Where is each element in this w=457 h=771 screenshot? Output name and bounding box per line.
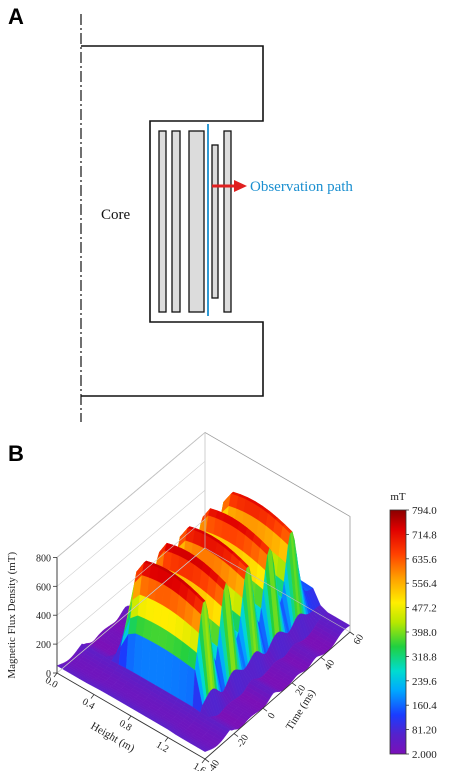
- z-tick-label: 600: [36, 582, 51, 593]
- z-gridline: [56, 432, 206, 558]
- x-tick: [53, 672, 58, 678]
- core-outline: [81, 45, 264, 397]
- x-tick: [164, 737, 169, 742]
- surface-patch: [197, 746, 208, 752]
- z-tick-label: 400: [36, 611, 51, 622]
- colorbar-tick-label: 160.4: [412, 700, 437, 712]
- y-tick-label: 20: [294, 683, 309, 697]
- z-gridline: [56, 489, 206, 616]
- z-gridline: [56, 461, 206, 587]
- colorbar-tick-label: 714.8: [412, 529, 437, 541]
- y-tick-label: 60: [352, 633, 367, 647]
- y-tick: [349, 631, 355, 636]
- y-tick-label: -20: [235, 733, 251, 750]
- x-tick-label: 0.8: [117, 718, 133, 734]
- y-tick: [233, 733, 239, 737]
- winding-4: [211, 144, 219, 299]
- y-tick: [320, 657, 326, 661]
- colorbar-tick-label: 635.6: [412, 554, 437, 566]
- y-tick: [204, 758, 210, 763]
- observation-arrow-head: [234, 180, 247, 192]
- z-tick-label: 800: [36, 553, 51, 564]
- surface-plot: [56, 491, 351, 752]
- z-axis-title: Magnetic Flux Density (mT): [6, 551, 18, 678]
- z-tick-label: 200: [36, 640, 51, 651]
- colorbar-tick-label: 794.0: [412, 505, 437, 517]
- z-gridline: [56, 547, 206, 674]
- x-tick: [201, 758, 206, 764]
- y-tick: [262, 707, 268, 712]
- winding-1: [158, 130, 167, 313]
- winding-3: [188, 130, 205, 313]
- z-tick-label: 0: [46, 669, 51, 680]
- y-tick-label: 0: [266, 711, 278, 721]
- x-tick-label: 1.2: [154, 739, 170, 755]
- colorbar-tick-label: 556.4: [412, 578, 437, 590]
- core-label: Core: [101, 207, 131, 223]
- colorbar-tick-label: 477.2: [412, 603, 437, 615]
- colorbar-tick-label: 81.20: [412, 725, 437, 737]
- x-tick-label: 0.0: [43, 675, 59, 691]
- y-tick-label: -40: [206, 758, 222, 771]
- x-tick-label: 0.4: [80, 696, 96, 712]
- x-tick: [127, 715, 132, 721]
- colorbar-scale: [389, 509, 407, 755]
- colorbar-tick-label: 318.8: [412, 651, 437, 663]
- transformer-diagram: Observation path Core: [80, 14, 353, 422]
- y-tick: [291, 682, 297, 687]
- panel-a-label: A: [8, 4, 24, 29]
- observation-label: Observation path: [250, 179, 353, 195]
- colorbar-unit: mT: [390, 491, 406, 503]
- colorbar-tick-label: 239.6: [412, 676, 437, 688]
- colorbar: mT 794.0 714.8 635.6 556.4 477.2 398.0 318.8 239…: [389, 491, 437, 761]
- z-gridline: [56, 518, 206, 645]
- x-tick: [90, 694, 95, 699]
- panel-b-label: B: [8, 441, 24, 466]
- y-tick-label: 40: [323, 658, 338, 672]
- winding-5: [223, 130, 232, 313]
- winding-2: [171, 130, 181, 313]
- colorbar-tick-label: 398.0: [412, 627, 437, 639]
- y-axis-line: [204, 631, 351, 760]
- colorbar-tick-label: 2.000: [412, 749, 437, 761]
- x-tick-label: 1.6: [191, 761, 207, 771]
